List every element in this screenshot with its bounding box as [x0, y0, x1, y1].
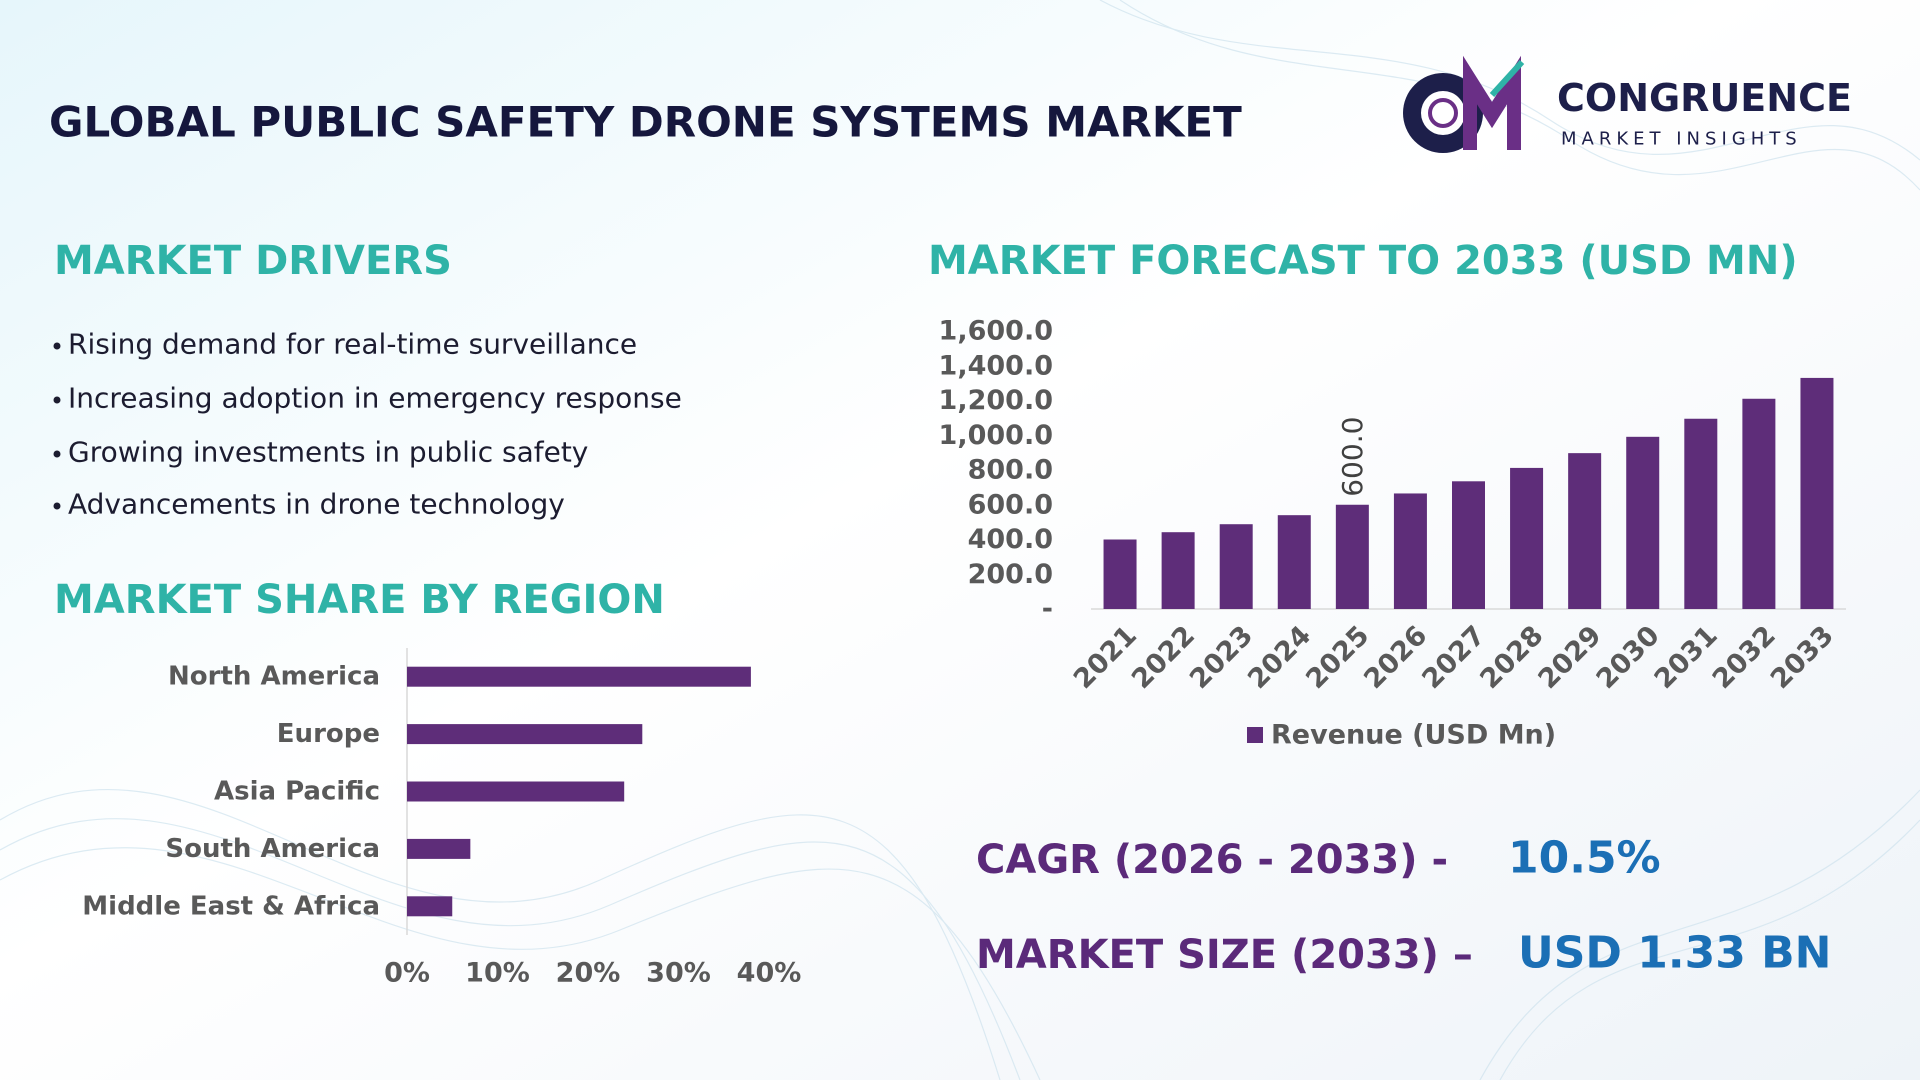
x-tick-label: 30% — [646, 958, 711, 989]
legend-swatch — [1247, 727, 1263, 743]
y-tick-label: 200.0 — [968, 559, 1053, 590]
cagr-label: CAGR (2026 - 2033) - — [976, 837, 1448, 883]
bar — [407, 724, 643, 745]
bar — [1626, 436, 1660, 609]
y-tick-label: - — [1042, 594, 1053, 625]
page-title: GLOBAL PUBLIC SAFETY DRONE SYSTEMS MARKE… — [49, 98, 1242, 147]
y-tick-label: 400.0 — [968, 524, 1053, 555]
bar — [1277, 515, 1311, 609]
y-tick-label: 800.0 — [968, 455, 1053, 486]
bar — [1800, 377, 1834, 609]
y-tick-label: Asia Pacific — [214, 777, 380, 807]
bar — [1452, 481, 1485, 609]
driver-item: Rising demand for real-time surveillance — [68, 328, 637, 361]
driver-list: Rising demand for real-time surveillance… — [53, 328, 682, 521]
cagr-value: 10.5% — [1508, 833, 1661, 884]
logo-tagline: MARKET INSIGHTS — [1561, 129, 1802, 150]
logo-mark — [1421, 91, 1465, 135]
size-value: USD 1.33 BN — [1518, 928, 1832, 979]
bar — [1510, 467, 1544, 609]
driver-item: Advancements in drone technology — [68, 488, 565, 521]
size-label: MARKET SIZE (2033) – — [976, 932, 1473, 978]
x-tick-label: 20% — [556, 958, 621, 989]
logo-mark — [1489, 59, 1525, 98]
y-tick-label: South America — [165, 834, 380, 864]
y-tick-label: 1,200.0 — [939, 385, 1053, 416]
bar — [1684, 418, 1718, 609]
bar — [1742, 398, 1776, 609]
bar — [1219, 524, 1253, 609]
bar — [1103, 539, 1137, 609]
driver-item: Increasing adoption in emergency respons… — [68, 382, 682, 415]
bullet-dot — [53, 502, 61, 510]
section-title: MARKET DRIVERS — [54, 238, 452, 284]
logo-name: CONGRUENCE — [1557, 76, 1852, 120]
logo-mark — [1463, 55, 1521, 150]
driver-item: Growing investments in public safety — [68, 436, 588, 469]
chart-title: MARKET FORECAST TO 2033 (USD MN) — [928, 238, 1798, 284]
bullet-dot — [53, 396, 61, 404]
x-tick-label: 40% — [737, 958, 802, 989]
logo: CONGRUENCE MARKET INSIGHTS — [1403, 55, 1852, 153]
bar — [1161, 532, 1195, 609]
x-tick-label: 0% — [384, 958, 430, 989]
bar — [407, 838, 471, 859]
y-tick-label: 1,000.0 — [939, 420, 1053, 451]
bar — [1568, 453, 1602, 609]
bullet-dot — [53, 342, 61, 350]
logo-mark — [1428, 98, 1458, 128]
legend-label: Revenue (USD Mn) — [1271, 720, 1556, 751]
y-tick-label: Europe — [277, 719, 380, 749]
bar — [407, 896, 453, 917]
y-tick-label: 1,400.0 — [939, 350, 1053, 381]
bullet-dot — [53, 450, 61, 458]
x-tick-label: 10% — [465, 958, 530, 989]
bar — [407, 666, 751, 687]
bar — [1335, 504, 1369, 609]
y-tick-label: Middle East & Africa — [82, 891, 380, 921]
y-tick-label: North America — [168, 662, 380, 692]
y-tick-label: 1,600.0 — [939, 316, 1053, 347]
chart-title: MARKET SHARE BY REGION — [54, 577, 665, 623]
value-label: 600.0 — [1336, 417, 1369, 497]
bar — [1393, 493, 1427, 609]
bar — [407, 781, 625, 802]
y-tick-label: 600.0 — [968, 489, 1053, 520]
